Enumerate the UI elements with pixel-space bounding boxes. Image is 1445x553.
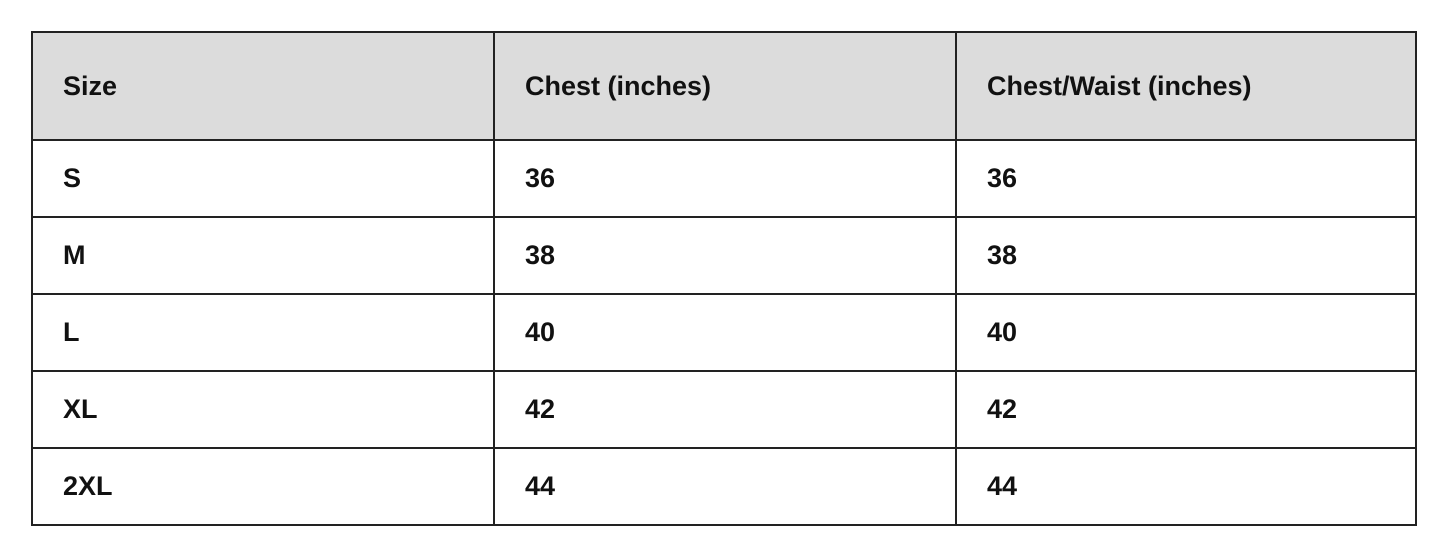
cell-size: M: [31, 216, 495, 295]
cell-chest-waist: 40: [955, 293, 1417, 372]
cell-chest: 38: [493, 216, 957, 295]
header-chest-waist: Chest/Waist (inches): [955, 31, 1417, 141]
table-row: M 38 38: [31, 216, 1417, 295]
cell-chest-waist: 38: [955, 216, 1417, 295]
cell-size: XL: [31, 370, 495, 449]
header-size: Size: [31, 31, 495, 141]
table-row: L 40 40: [31, 293, 1417, 372]
table-row: XL 42 42: [31, 370, 1417, 449]
cell-chest: 42: [493, 370, 957, 449]
header-row: Size Chest (inches) Chest/Waist (inches): [31, 31, 1417, 141]
table-row: S 36 36: [31, 139, 1417, 218]
header-chest: Chest (inches): [493, 31, 957, 141]
cell-chest: 44: [493, 447, 957, 526]
cell-chest: 36: [493, 139, 957, 218]
cell-chest: 40: [493, 293, 957, 372]
size-chart-table: Size Chest (inches) Chest/Waist (inches)…: [31, 31, 1417, 526]
cell-size: L: [31, 293, 495, 372]
cell-chest-waist: 36: [955, 139, 1417, 218]
cell-size: S: [31, 139, 495, 218]
cell-chest-waist: 44: [955, 447, 1417, 526]
table-row: 2XL 44 44: [31, 447, 1417, 526]
cell-size: 2XL: [31, 447, 495, 526]
cell-chest-waist: 42: [955, 370, 1417, 449]
